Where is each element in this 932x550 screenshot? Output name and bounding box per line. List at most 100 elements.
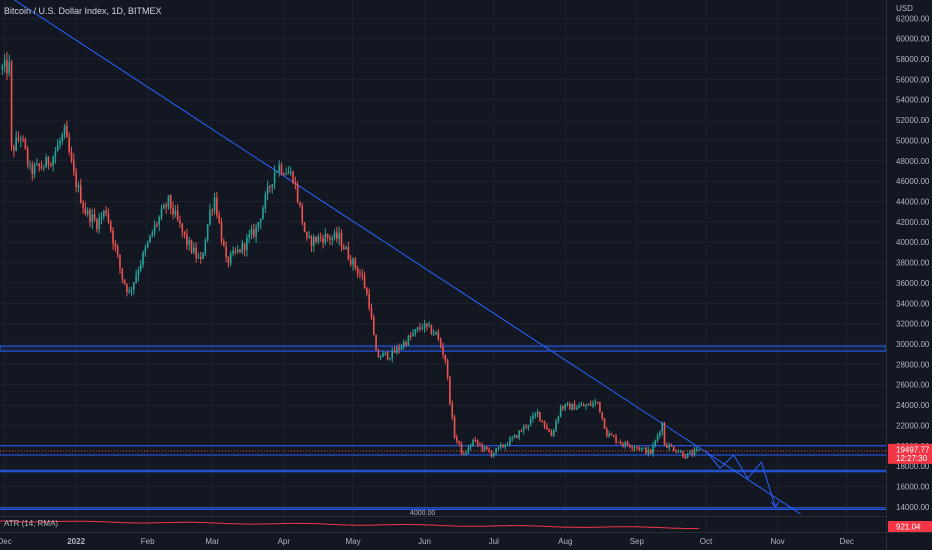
candle-body bbox=[555, 421, 557, 431]
candle-body bbox=[670, 444, 673, 447]
price-axis[interactable]: 14000.0016000.0018000.0020000.0022000.00… bbox=[886, 0, 930, 550]
candle-body bbox=[642, 447, 645, 449]
candle-body bbox=[472, 439, 474, 446]
price-tick-label: 48000.00 bbox=[896, 157, 930, 166]
candle-body bbox=[564, 404, 567, 409]
candle-body bbox=[15, 137, 17, 151]
candle-body bbox=[571, 403, 574, 410]
candle-body bbox=[691, 452, 693, 455]
candle-body bbox=[576, 407, 578, 410]
atr-label[interactable]: ATR (14, RMA) bbox=[4, 519, 59, 528]
candle-body bbox=[458, 440, 460, 444]
candle-body bbox=[10, 61, 13, 147]
candle-body bbox=[296, 184, 299, 202]
candle-body bbox=[282, 173, 285, 175]
candle-body bbox=[73, 160, 75, 173]
candle-body bbox=[336, 232, 338, 239]
candle-body bbox=[285, 173, 287, 175]
atr-value: 921.04 bbox=[896, 523, 921, 532]
candle-body bbox=[520, 430, 523, 432]
candle-body bbox=[372, 317, 375, 336]
candle-body bbox=[557, 416, 560, 422]
candle-body bbox=[156, 224, 158, 226]
candle-body bbox=[536, 411, 539, 415]
candle-body bbox=[566, 403, 569, 405]
candle-body bbox=[308, 236, 310, 238]
candle-body bbox=[442, 347, 444, 355]
candle-body bbox=[289, 171, 292, 173]
candle-body bbox=[647, 449, 650, 454]
candle-body bbox=[509, 438, 511, 445]
candle-body bbox=[608, 433, 610, 437]
candle-body bbox=[163, 205, 165, 209]
candle-body bbox=[354, 258, 357, 268]
time-tick-label: Mar bbox=[205, 537, 219, 546]
price-tick-label: 54000.00 bbox=[896, 96, 930, 105]
candle-body bbox=[363, 275, 366, 289]
candle-body bbox=[649, 449, 652, 454]
candle-body bbox=[601, 412, 604, 418]
candle-body bbox=[199, 256, 202, 259]
candle-body bbox=[294, 182, 297, 185]
candle-body bbox=[338, 233, 340, 239]
candle-body bbox=[626, 442, 629, 446]
candle-body bbox=[54, 151, 57, 157]
candle-body bbox=[310, 236, 313, 246]
candle-body bbox=[303, 222, 306, 233]
candle-body bbox=[333, 232, 336, 238]
atr-pane: 4000.00 bbox=[0, 510, 886, 529]
candle-body bbox=[1, 66, 4, 70]
candle-body bbox=[68, 137, 71, 153]
time-tick-label: Apr bbox=[278, 537, 291, 546]
candle-body bbox=[292, 171, 294, 183]
candle-body bbox=[340, 233, 343, 247]
candle-body bbox=[59, 140, 61, 145]
candle-body bbox=[654, 440, 657, 446]
candle-body bbox=[31, 164, 34, 174]
candle-body bbox=[416, 327, 419, 330]
candle-body bbox=[174, 210, 177, 215]
candle-body bbox=[469, 445, 472, 448]
candle-body bbox=[167, 195, 170, 207]
candle-body bbox=[250, 229, 253, 235]
candle-body bbox=[119, 254, 121, 269]
candle-body bbox=[202, 253, 204, 259]
candle-body bbox=[391, 350, 394, 359]
candle-body bbox=[186, 234, 188, 245]
candle-body bbox=[246, 237, 248, 251]
candle-body bbox=[361, 274, 364, 276]
candle-body bbox=[668, 444, 670, 448]
candle-body bbox=[393, 350, 396, 353]
atr-value-badge bbox=[888, 521, 932, 532]
candle-body bbox=[352, 258, 354, 265]
candle-body bbox=[569, 403, 571, 410]
candle-body bbox=[116, 246, 119, 255]
candle-body bbox=[209, 210, 211, 225]
candle-body bbox=[276, 171, 278, 173]
candle-body bbox=[479, 443, 481, 445]
candle-body bbox=[236, 249, 239, 252]
time-axis[interactable]: Dec 2022 Feb Mar Apr May Jun Jul Aug Sep Oct Nov Dec bbox=[0, 532, 932, 547]
candle-body bbox=[522, 426, 525, 432]
candle-body bbox=[3, 60, 6, 67]
candle-body bbox=[444, 354, 447, 361]
candle-body bbox=[400, 347, 403, 350]
candle-body bbox=[423, 323, 426, 329]
candle-body bbox=[407, 335, 410, 346]
price-tick-label: 60000.00 bbox=[896, 35, 930, 44]
candle-body bbox=[638, 447, 640, 450]
candle-body bbox=[682, 451, 684, 457]
time-tick-label: Jul bbox=[489, 537, 499, 546]
candle-body bbox=[146, 242, 149, 248]
candle-body bbox=[218, 215, 221, 222]
candle-body bbox=[499, 444, 502, 448]
candle-body bbox=[158, 217, 161, 225]
candle-body bbox=[98, 217, 101, 229]
candle-body bbox=[255, 226, 257, 237]
candle-body bbox=[370, 307, 373, 318]
price-tick-label: 26000.00 bbox=[896, 381, 930, 390]
candle-body bbox=[142, 252, 144, 265]
candle-body bbox=[149, 235, 151, 243]
